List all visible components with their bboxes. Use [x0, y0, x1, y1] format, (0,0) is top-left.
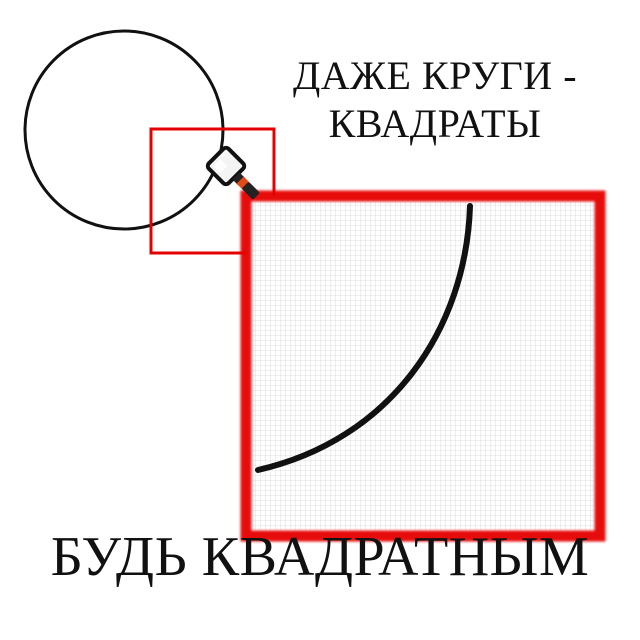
top-caption-line2: КВАДРАТЫ [328, 101, 542, 146]
zoomed-arc [255, 203, 473, 473]
zoom-panel [240, 190, 606, 542]
zoom-frame [240, 190, 606, 542]
magnifier-icon [205, 145, 260, 200]
top-caption-line1: ДАЖЕ КРУГИ - [292, 53, 578, 98]
bottom-caption: БУДЬ КВАДРАТНЫМ [50, 526, 590, 588]
top-caption: ДАЖЕ КРУГИ - КВАДРАТЫ [250, 52, 620, 148]
